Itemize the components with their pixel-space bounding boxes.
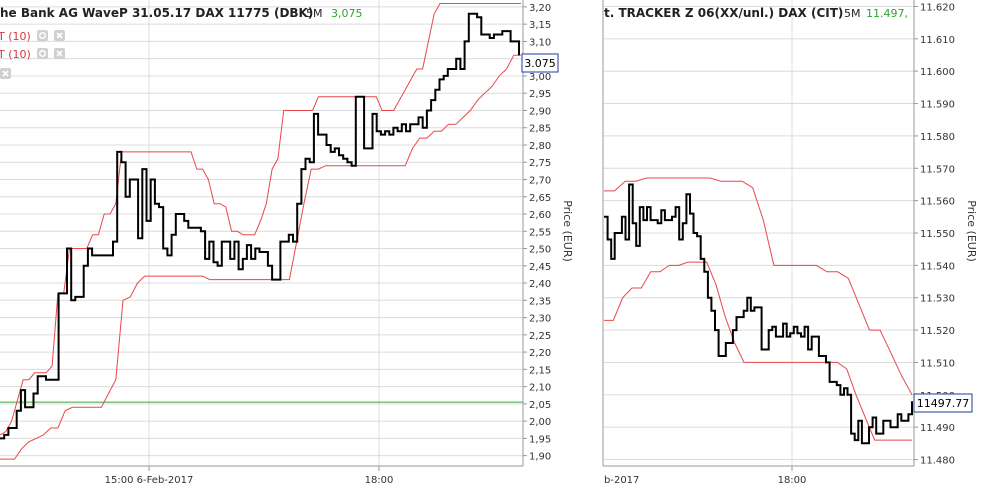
r-y-tick-label-3: 11.510: [920, 358, 955, 369]
right-x-label-2: 18:00: [778, 475, 807, 486]
left-interval: 5M: [306, 7, 323, 20]
left-chart: 1,90 1,95 2,00 2,05 2,10 2,15 2,20 2,25 2,30 2,35…: [0, 0, 574, 486]
l-y-tick-label-12: 2,50: [529, 245, 551, 256]
l-y-tick-label-8: 2,30: [529, 314, 551, 325]
r-y-tick-label-13: 11.610: [920, 35, 955, 46]
l-y-tick-label-1: 1,95: [529, 434, 551, 445]
l-y-tick-label-22: 3,00: [529, 72, 551, 83]
r-y-tick-label-6: 11.540: [920, 261, 955, 272]
left-x-label-2: 18:00: [365, 475, 394, 486]
l-y-tick-label-18: 2,80: [529, 141, 551, 152]
right-chart: 11.48011.49011.50011.51011.52011.53011.5…: [602, 0, 978, 486]
l-y-tick-label-9: 2,35: [529, 296, 551, 307]
left-price-series: [0, 12, 520, 440]
left-indicator-3-close-icon[interactable]: [0, 68, 11, 79]
left-indicator-2-label: T (10): [0, 48, 31, 61]
l-y-tick-label-6: 2,20: [529, 348, 551, 359]
left-last-value: 3,075: [331, 7, 363, 20]
right-title: t. TRACKER Z 06(XX/unl.) DAX (CIT): [604, 6, 843, 20]
left-band-upper: [0, 3, 521, 436]
left-badge-value: 3.075: [524, 57, 556, 70]
l-y-tick-label-4: 2,10: [529, 383, 551, 394]
left-grid: [0, 0, 523, 466]
r-y-tick-label-14: 11.620: [920, 2, 955, 13]
right-band-lower: [604, 261, 912, 441]
r-y-tick-label-10: 11.580: [920, 132, 955, 143]
left-indicator-1-settings-icon[interactable]: [37, 30, 48, 41]
l-y-tick-label-3: 2,05: [529, 400, 551, 411]
l-y-tick-label-26: 3,20: [529, 3, 551, 14]
l-y-tick-label-10: 2,40: [529, 279, 551, 290]
l-y-tick-label-11: 2,45: [529, 262, 551, 273]
right-band-upper: [604, 177, 913, 396]
left-band-lower: [0, 54, 521, 460]
l-y-tick-label-16: 2,70: [529, 175, 551, 186]
l-y-tick-label-17: 2,75: [529, 158, 551, 169]
right-y-axis-title: Price (EUR): [965, 200, 978, 262]
right-badge-value: 11497.77: [917, 397, 970, 410]
left-x-label-1: 15:00 6-Feb-2017: [105, 475, 194, 486]
r-y-tick-label-0: 11.480: [920, 456, 955, 467]
l-y-tick-label-20: 2,90: [529, 106, 551, 117]
r-y-tick-label-5: 11.530: [920, 294, 955, 305]
right-interval: 5M: [844, 7, 861, 20]
left-indicator-1-close-icon[interactable]: [54, 30, 65, 41]
left-y-axis-title: Price (EUR): [561, 200, 574, 262]
left-y-ticks: 1,90 1,95 2,00 2,05 2,10 2,15 2,20 2,25 2,30 2,35…: [523, 3, 551, 463]
l-y-tick-label-0: 1,90: [529, 452, 551, 463]
right-x-label-1: b-2017: [604, 475, 639, 486]
l-y-tick-label-2: 2,00: [529, 417, 551, 428]
r-y-tick-label-9: 11.570: [920, 164, 955, 175]
l-y-tick-label-13: 2,55: [529, 227, 551, 238]
l-y-tick-label-24: 3,10: [529, 37, 551, 48]
left-title: he Bank AG WaveP 31.05.17 DAX 11775 (DBK…: [0, 6, 313, 20]
r-y-tick-label-8: 11.560: [920, 197, 955, 208]
right-price-series: [604, 183, 913, 445]
r-y-tick-label-4: 11.520: [920, 326, 955, 337]
r-y-tick-label-1: 11.490: [920, 423, 955, 434]
left-last-price-badge: 3.075: [521, 53, 559, 73]
l-y-tick-label-7: 2,25: [529, 331, 551, 342]
right-last-price-badge: 11497.77: [913, 393, 973, 413]
l-y-tick-label-5: 2,15: [529, 365, 551, 376]
l-y-tick-label-15: 2,65: [529, 193, 551, 204]
r-y-tick-label-7: 11.550: [920, 229, 955, 240]
left-indicator-2-close-icon[interactable]: [54, 48, 65, 59]
r-y-tick-label-12: 11.600: [920, 67, 955, 78]
right-last-value: 11.497,: [866, 7, 908, 20]
l-y-tick-label-14: 2,60: [529, 210, 551, 221]
left-indicator-1-label: T (10): [0, 30, 31, 43]
right-grid: [603, 0, 914, 466]
l-y-tick-label-25: 3,15: [529, 20, 551, 31]
r-y-tick-label-11: 11.590: [920, 100, 955, 111]
l-y-tick-label-21: 2,95: [529, 89, 551, 100]
left-indicator-2-settings-icon[interactable]: [37, 48, 48, 59]
l-y-tick-label-19: 2,85: [529, 124, 551, 135]
